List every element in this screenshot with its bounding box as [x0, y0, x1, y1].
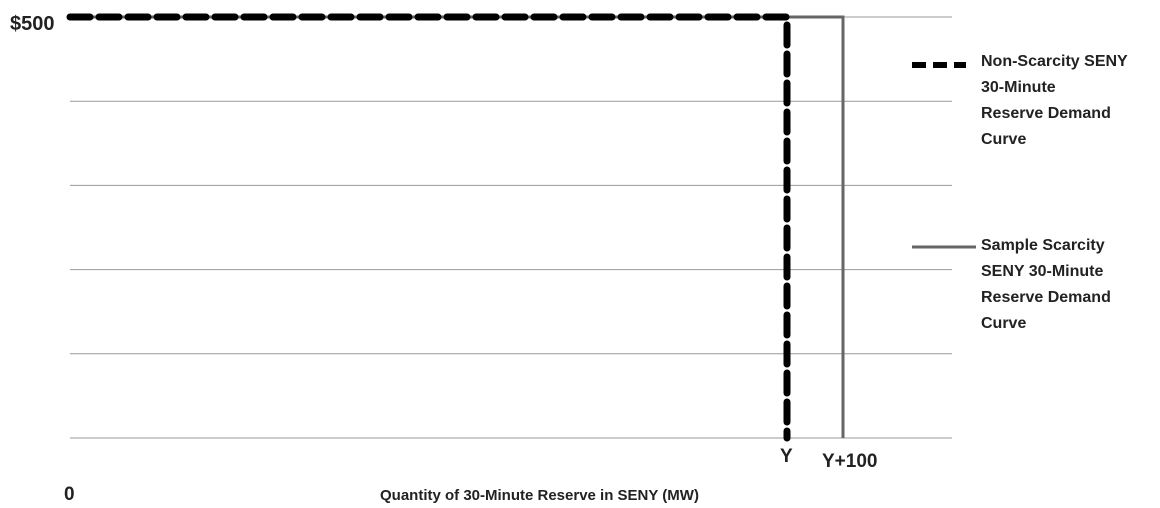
origin-label: 0 [64, 484, 75, 505]
legend-line: 30-Minute [981, 79, 1056, 96]
legend-line: Curve [981, 131, 1026, 148]
legend-line: Sample Scarcity [981, 237, 1105, 254]
x-tick-label-y-plus-100: Y+100 [822, 451, 877, 472]
legend-line: Reserve Demand [981, 289, 1111, 306]
legend-line: Curve [981, 315, 1026, 332]
legend-line: Reserve Demand [981, 105, 1111, 122]
legend: Non-Scarcity SENY 30-Minute Reserve Dema… [912, 53, 1132, 332]
legend-line: SENY 30-Minute [981, 263, 1104, 280]
legend-line: Non-Scarcity SENY [981, 53, 1128, 70]
x-axis-title: Quantity of 30-Minute Reserve in SENY (M… [380, 487, 699, 504]
y-tick-label: $500 [10, 13, 55, 35]
series-line-non-scarcity [66, 13, 791, 442]
series-line-sample-scarcity [70, 15, 845, 438]
gridlines [70, 16, 952, 439]
legend-label-non-scarcity: Non-Scarcity SENY 30-Minute Reserve Dema… [981, 53, 1132, 148]
legend-label-sample-scarcity: Sample Scarcity SENY 30-Minute Reserve D… [981, 237, 1115, 332]
series-group [66, 13, 845, 442]
x-tick-label-y: Y [780, 446, 793, 467]
